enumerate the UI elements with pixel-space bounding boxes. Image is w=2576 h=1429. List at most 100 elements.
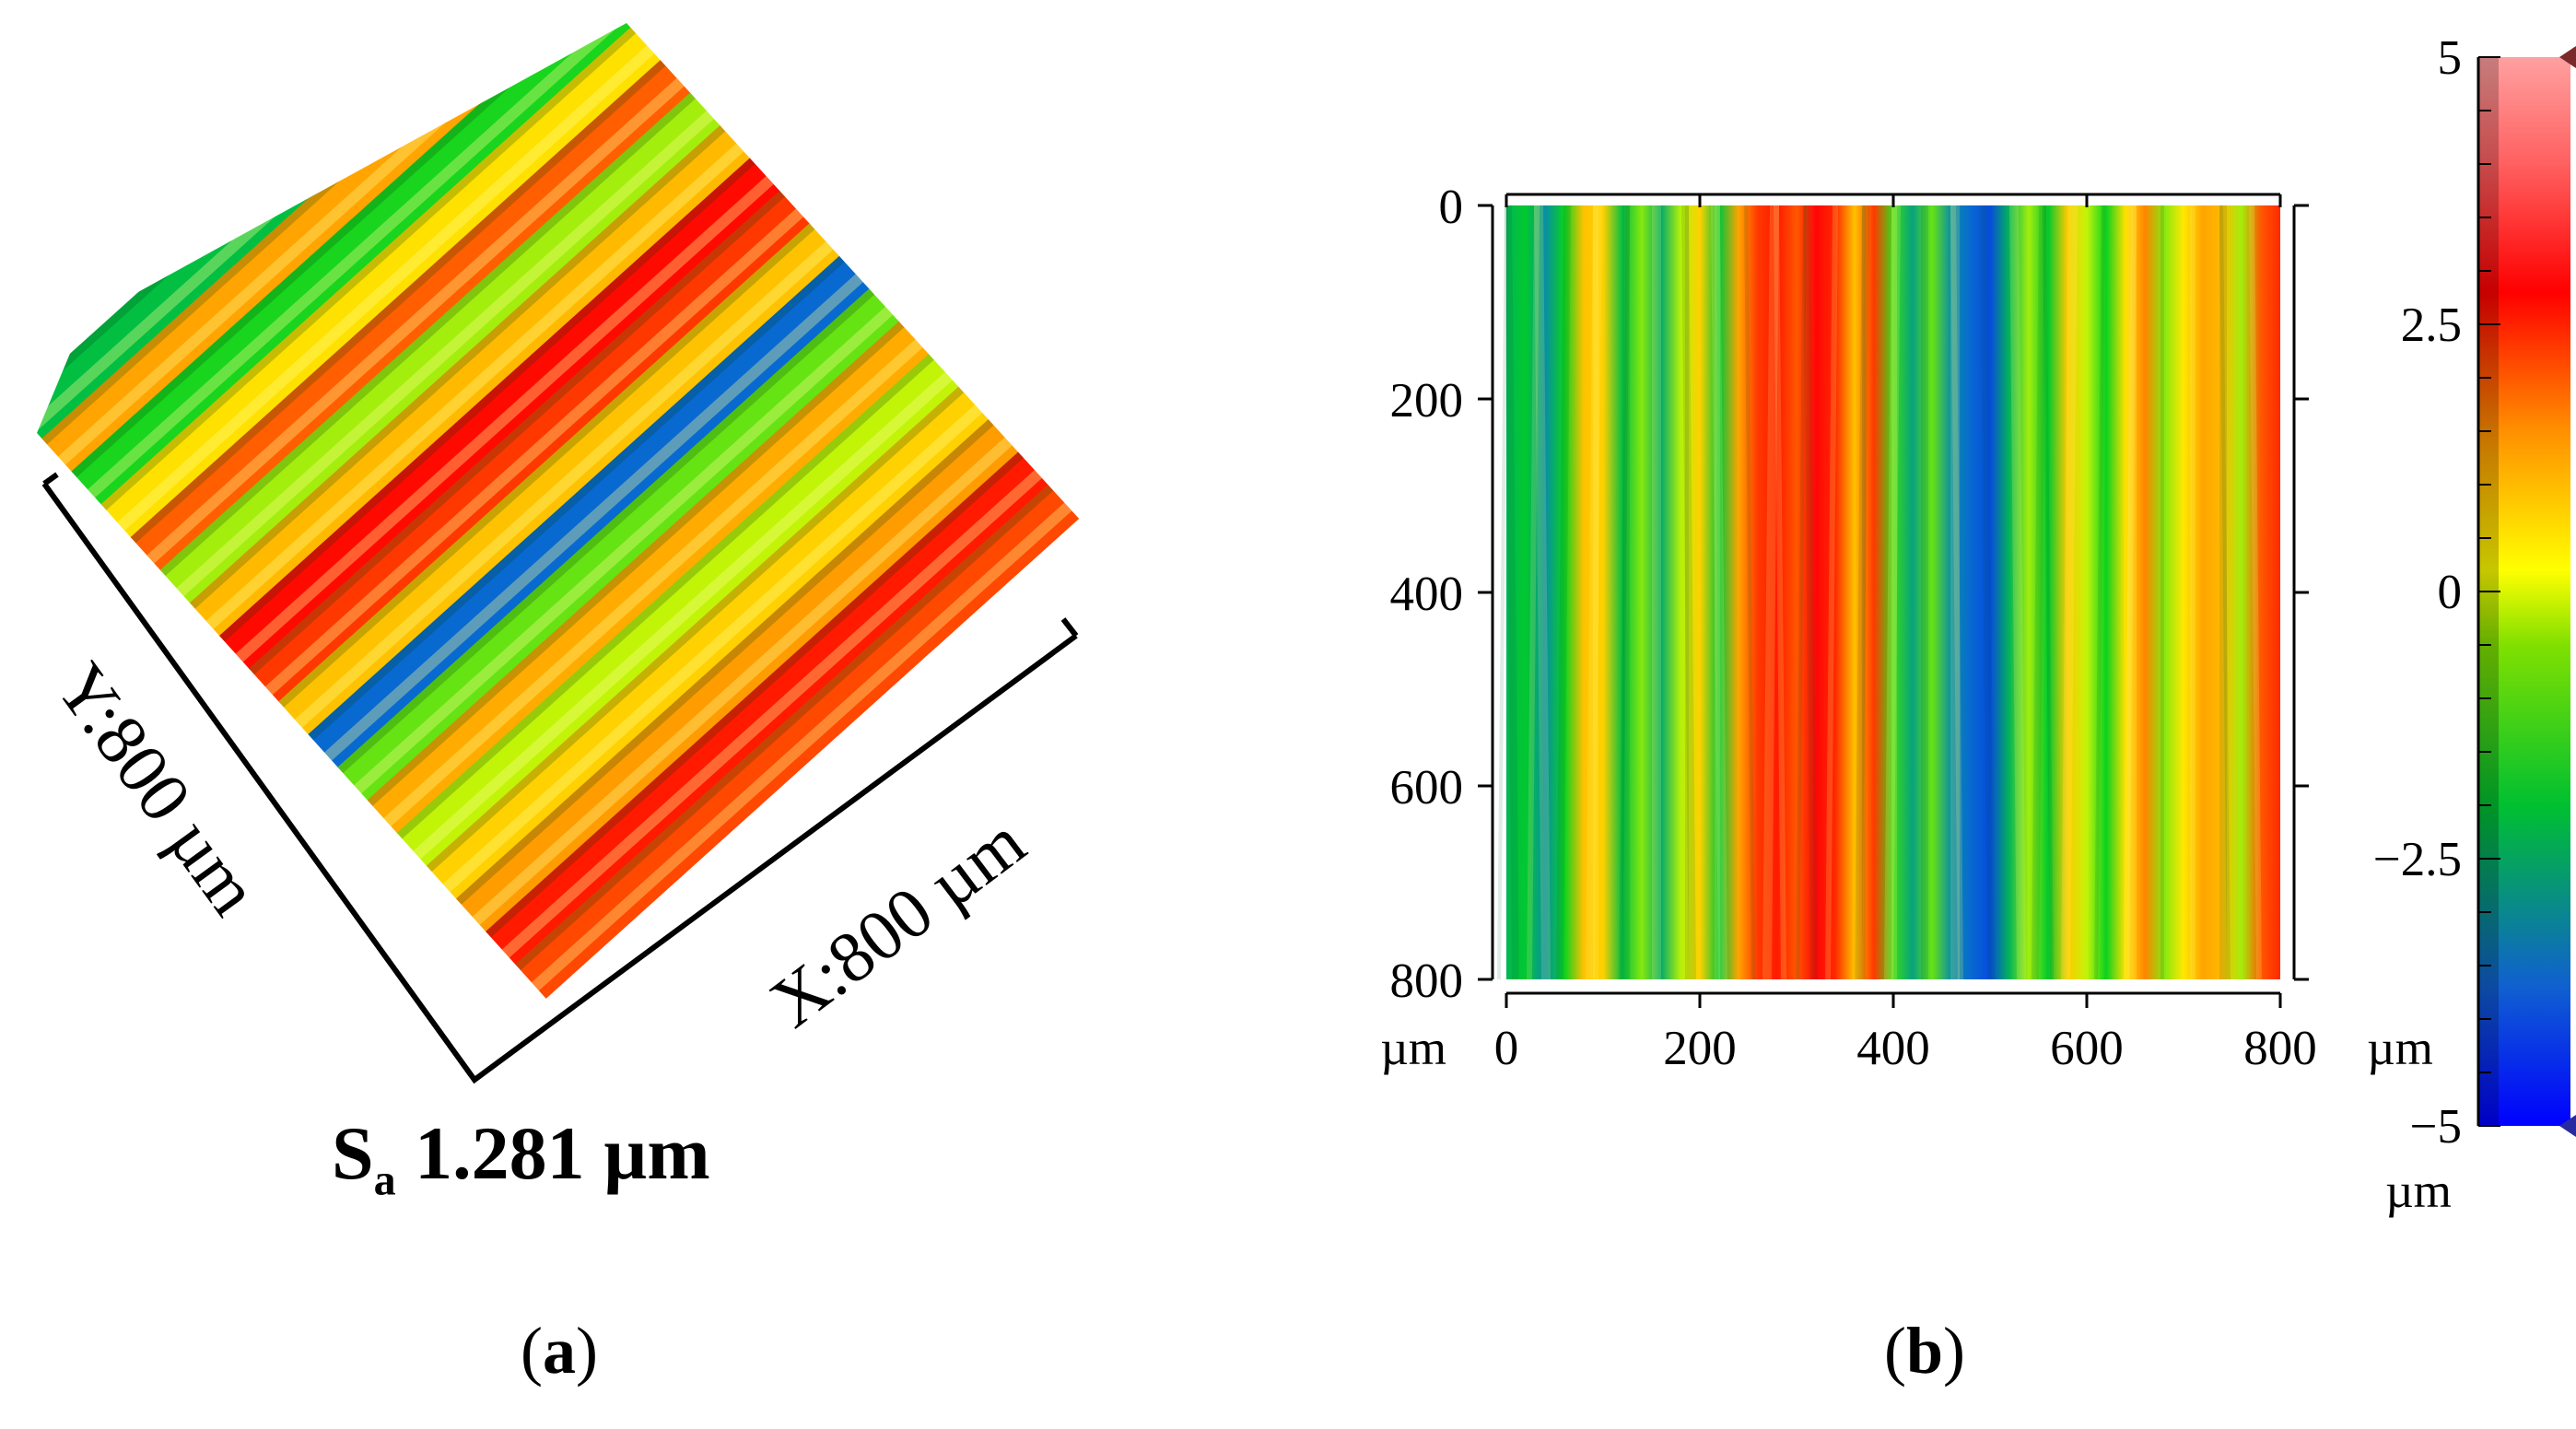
surface-ridge-highlight	[235, 37, 928, 662]
surface-ridge-shadow	[130, 23, 821, 544]
surface-ridge-shadow	[486, 314, 1110, 938]
x-dimension-label: X:800 µm	[755, 801, 1039, 1042]
surface-ridge-shadow	[337, 150, 1028, 774]
surface-ridge-shadow	[71, 23, 762, 478]
heatmap-streak	[1744, 205, 1755, 980]
y-tick-label: 400	[1390, 568, 1464, 621]
heatmap-streak	[1884, 205, 1901, 980]
surface-ridge	[71, 23, 788, 506]
heatmap-streak	[1556, 205, 1571, 980]
bracket-end-right	[1060, 617, 1079, 638]
roughness-label: Sa 1.281 µm	[332, 1111, 710, 1205]
bracket-end-left	[42, 472, 59, 486]
heatmap-streak	[1527, 205, 1540, 980]
surface-ridge	[308, 117, 1025, 769]
heatmap-streak	[2032, 205, 2046, 980]
colorbar-tick-label: 2.5	[2401, 299, 2462, 352]
heatmap-streak	[1619, 205, 1630, 980]
surface-ridge-highlight	[531, 366, 1110, 991]
heatmap-texture	[1497, 205, 2262, 980]
surface-ridge	[219, 23, 935, 671]
panel-label-b: (b)	[1884, 1314, 1966, 1388]
heatmap-streak	[1762, 205, 1779, 980]
panel-label-a: (a)	[521, 1314, 598, 1388]
heatmap-streak	[2061, 205, 2078, 980]
surface-ridge-shadow	[308, 117, 999, 741]
surface-ridge-shadow	[100, 23, 791, 510]
colorbar-min-marker	[2559, 1115, 2576, 1137]
surface-ridge-highlight	[501, 333, 1110, 958]
surface-ridge-shadow	[367, 183, 1058, 806]
heatmap-streak	[1505, 205, 1519, 980]
surface-ridge-highlight	[264, 70, 958, 696]
surface-ridge	[486, 314, 1110, 966]
heatmap-streak	[1534, 205, 1551, 980]
surface-ridge	[100, 23, 817, 539]
surface-ridge-highlight	[205, 23, 898, 629]
heatmap-streak	[1774, 205, 1786, 980]
surface-ridge-shadow	[249, 52, 940, 675]
surface-ridge-highlight	[413, 234, 1106, 860]
surface-ridge-shadow	[189, 23, 880, 609]
heatmap-streak	[1803, 205, 1818, 980]
surface-ridge	[249, 52, 965, 703]
surface-ridge-highlight	[442, 267, 1110, 893]
heatmap-streak	[2219, 205, 2231, 980]
heatmap-axes: 0 200 400 600 800 0 200 400 600 800	[1390, 181, 2317, 1075]
y-tick-label: 800	[1390, 955, 1464, 1008]
surface-ridge	[367, 183, 1083, 835]
heatmap-panel: 0 200 400 600 800 0 200 400 600 800 µm µm	[1380, 181, 2433, 1075]
surface-ridge-highlight	[354, 169, 1047, 794]
surface-ridge-highlight	[383, 201, 1076, 826]
heatmap-streak	[1855, 205, 1869, 980]
colorbar-tick-label: 5	[2438, 31, 2463, 85]
heatmap-streak	[1825, 205, 1838, 980]
x-tick-label: 800	[2243, 1022, 2317, 1075]
surface-ridge-highlight	[58, 23, 751, 465]
surface-ridge	[159, 23, 876, 604]
surface-ridge-highlight	[294, 102, 988, 728]
surface-ridge-shadow	[159, 23, 850, 577]
surface-ridge-highlight	[324, 135, 1017, 761]
x-tick-label: 0	[1494, 1022, 1519, 1075]
heatmap-streak	[2043, 205, 2054, 980]
y-dimension-label: Y:800 µm	[41, 649, 275, 929]
heatmap-streak	[2094, 205, 2105, 980]
heatmap-streak	[1950, 205, 1963, 980]
x-tick-label: 200	[1663, 1022, 1737, 1075]
heatmap-streak	[2249, 205, 2262, 980]
heatmap-streak	[1681, 205, 1696, 980]
heatmap-surface	[1506, 205, 2280, 979]
surface-ridge-shadow	[396, 216, 1087, 839]
surface-ridge-highlight	[472, 299, 1110, 925]
surface-ridge-shadow	[426, 249, 1110, 873]
y-tick-label: 600	[1390, 761, 1464, 814]
surface-ridge-shadow	[456, 282, 1110, 905]
heatmap-streak	[2009, 205, 2026, 980]
surface-ridge	[130, 23, 847, 572]
heatmap-streak	[1586, 205, 1602, 980]
heatmap-streak	[1497, 205, 1508, 980]
surface-ridge-highlight	[117, 23, 810, 531]
x-axis-unit: µm	[2367, 1022, 2433, 1075]
colorbar-tick-label: −5	[2410, 1100, 2462, 1154]
surface-ridge	[337, 150, 1054, 802]
surface-ridge	[515, 347, 1110, 999]
colorbar-tick-label: 0	[2438, 566, 2463, 619]
colorbar-axis: 5 2.5 0 −2.5 −5	[2373, 31, 2500, 1154]
surface-ridge	[426, 249, 1110, 900]
y-tick-label: 0	[1439, 181, 1464, 234]
colorbar: 5 2.5 0 −2.5 −5 µm	[2373, 31, 2576, 1218]
surface-ridge	[456, 282, 1110, 933]
surface-ridge	[278, 85, 994, 736]
surface-ridge	[189, 23, 906, 638]
heatmap-streak	[1711, 205, 1727, 980]
surface-ridge-shadow	[515, 347, 1110, 971]
heatmap-streak	[1796, 205, 1807, 980]
surface-ridge-highlight	[176, 23, 869, 597]
y-tick-label: 200	[1390, 374, 1464, 428]
x-tick-label: 400	[1856, 1022, 1930, 1075]
surface-ridge-shadow	[278, 85, 969, 708]
colorbar-max-marker	[2559, 46, 2576, 68]
heatmap-streak	[1980, 205, 1995, 980]
